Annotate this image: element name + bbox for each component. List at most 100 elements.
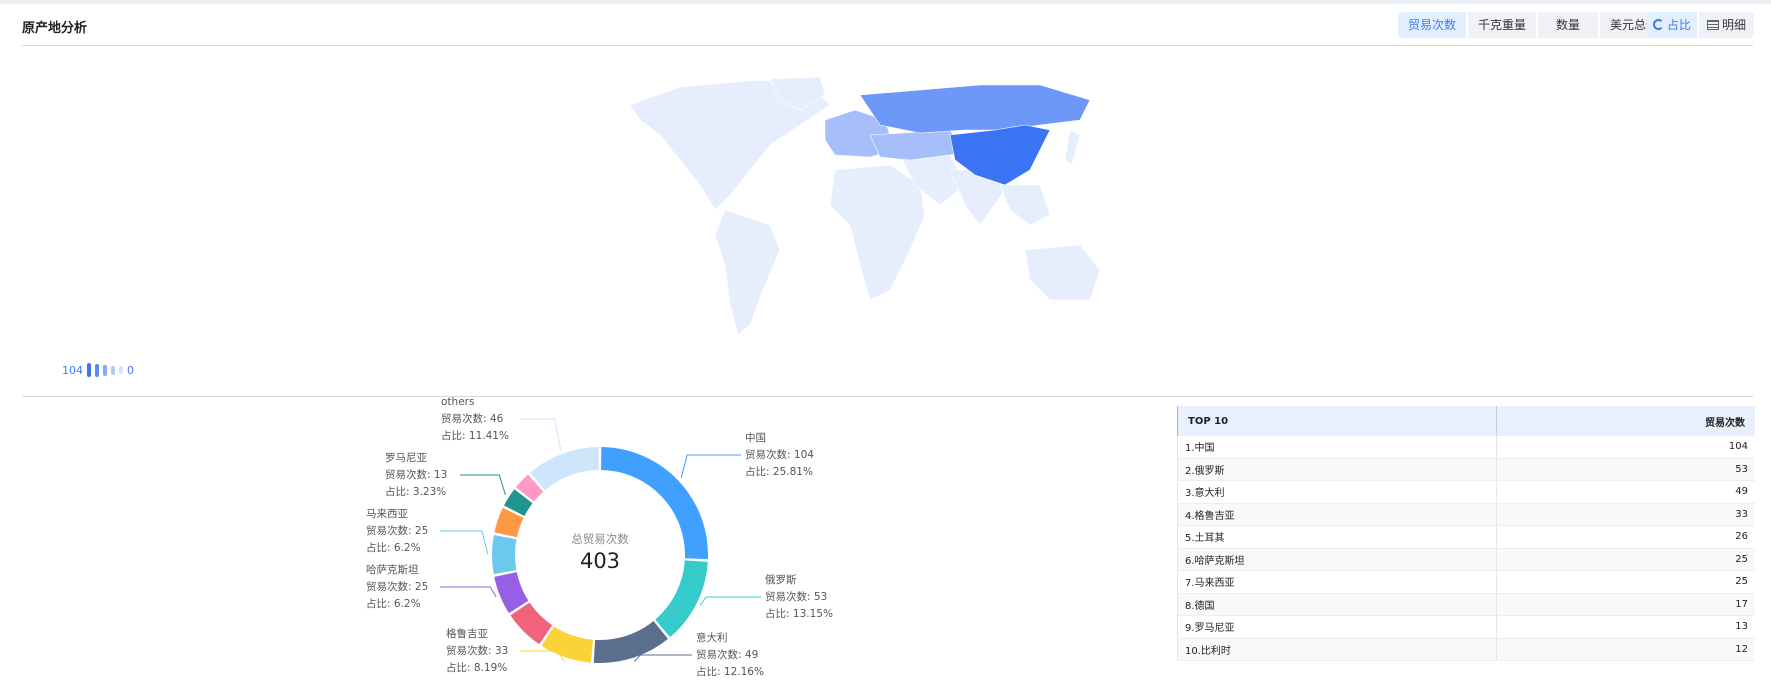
donut-slice[interactable] <box>601 447 708 560</box>
legend-bar <box>111 365 115 375</box>
slice-name: 哈萨克斯坦 <box>366 564 419 576</box>
tab-trade-count[interactable]: 贸易次数 <box>1398 12 1467 38</box>
donut-slice[interactable] <box>655 560 708 638</box>
slice-label: 罗马尼亚 贸易次数: 13 占比: 3.23% <box>385 450 447 501</box>
cell-trade-count: 104 <box>1495 436 1755 459</box>
table-row[interactable]: 3.意大利 49 <box>1177 480 1755 504</box>
slice-value: 贸易次数: 13 <box>385 469 448 481</box>
tab-detail-label: 明细 <box>1722 18 1747 32</box>
table-row[interactable]: 6.哈萨克斯坦 25 <box>1177 548 1755 571</box>
donut-slice[interactable] <box>530 447 599 491</box>
top-strip <box>0 0 1771 4</box>
donut-slice[interactable] <box>492 534 517 575</box>
cell-country: 8.德国 <box>1177 593 1497 616</box>
map-southeast-asia <box>999 184 1051 226</box>
label-leader-line <box>460 474 506 496</box>
cell-country: 9.罗马尼亚 <box>1177 615 1497 639</box>
cell-country: 5.土耳其 <box>1177 525 1497 549</box>
col-header-trade-count[interactable]: 贸易次数 <box>1495 406 1755 436</box>
map-china <box>949 124 1051 186</box>
slice-share: 占比: 11.41% <box>441 430 509 442</box>
table-icon <box>1707 20 1720 30</box>
slice-name: 俄罗斯 <box>765 574 797 586</box>
cell-trade-count: 33 <box>1495 503 1755 526</box>
donut-slice[interactable] <box>593 621 669 663</box>
table-row[interactable]: 2.俄罗斯 53 <box>1177 458 1755 481</box>
donut-slice[interactable] <box>494 507 524 538</box>
cell-country: 10.比利时 <box>1177 638 1497 661</box>
tab-detail[interactable]: 明细 <box>1699 12 1755 38</box>
col-header-top10[interactable]: TOP 10 <box>1177 406 1497 436</box>
label-leader-line <box>520 418 562 451</box>
tab-quantity[interactable]: 数量 <box>1538 12 1599 38</box>
donut-slice[interactable] <box>504 489 533 517</box>
top10-table: TOP 10 贸易次数 1.中国 104 2.俄罗斯 53 3.意大利 49 4.格鲁吉亚 3… <box>1177 406 1755 661</box>
slice-share: 占比: 6.2% <box>366 542 421 554</box>
slice-value: 贸易次数: 49 <box>696 649 759 661</box>
donut-slice[interactable] <box>494 572 529 614</box>
donut-slice[interactable] <box>541 626 593 663</box>
donut-slice[interactable] <box>515 474 544 502</box>
table-row[interactable]: 4.格鲁吉亚 33 <box>1177 503 1755 526</box>
donut-center-value: 403 <box>579 549 621 573</box>
map-australia <box>1024 244 1101 301</box>
donut-slice[interactable] <box>510 602 553 645</box>
table-row[interactable]: 8.德国 17 <box>1177 593 1755 616</box>
slice-label: 意大利 贸易次数: 49 占比: 12.16% <box>696 630 764 681</box>
cell-trade-count: 17 <box>1495 593 1755 616</box>
table-row[interactable]: 9.罗马尼亚 13 <box>1177 615 1755 639</box>
map-africa <box>829 164 926 301</box>
cell-country: 6.哈萨克斯坦 <box>1177 548 1497 571</box>
slice-name: 意大利 <box>696 632 728 644</box>
map-south-america <box>714 209 781 336</box>
legend-bar <box>87 363 91 377</box>
slice-label: 哈萨克斯坦 贸易次数: 25 占比: 6.2% <box>366 562 428 613</box>
label-leader-line <box>520 650 565 662</box>
slice-value: 贸易次数: 46 <box>441 413 504 425</box>
table-row[interactable]: 1.中国 104 <box>1177 436 1755 459</box>
cell-country: 1.中国 <box>1177 436 1497 459</box>
tab-share[interactable]: 占比 <box>1647 12 1698 38</box>
map-greenland <box>769 76 826 111</box>
slice-label: 俄罗斯 贸易次数: 53 占比: 13.15% <box>765 572 833 623</box>
legend-max: 104 <box>62 363 83 377</box>
cell-trade-count: 13 <box>1495 615 1755 639</box>
slice-share: 占比: 8.19% <box>446 662 508 674</box>
map-visual-legend[interactable]: 104 0 <box>62 363 134 377</box>
cell-trade-count: 49 <box>1495 480 1755 504</box>
legend-min: 0 <box>127 363 134 377</box>
slice-name: 格鲁吉亚 <box>446 628 488 640</box>
donut-center-title: 总贸易次数 <box>571 532 629 546</box>
tab-kg-weight[interactable]: 千克重量 <box>1468 12 1537 38</box>
slice-value: 贸易次数: 104 <box>745 449 814 461</box>
cell-country: 2.俄罗斯 <box>1177 458 1497 481</box>
cell-trade-count: 25 <box>1495 570 1755 594</box>
map-japan <box>1064 129 1081 166</box>
table-row[interactable]: 7.马来西亚 25 <box>1177 570 1755 594</box>
divider <box>22 396 1753 397</box>
label-leader-line <box>440 530 489 555</box>
slice-name: 马来西亚 <box>366 508 408 520</box>
slice-share: 占比: 12.16% <box>696 666 764 678</box>
slice-share: 占比: 25.81% <box>745 466 813 478</box>
slice-value: 贸易次数: 25 <box>366 525 429 537</box>
world-map[interactable] <box>620 75 1160 345</box>
view-tabs: 占比 明细 <box>1647 12 1755 38</box>
table-row[interactable]: 5.土耳其 26 <box>1177 525 1755 549</box>
label-leader-line <box>699 596 761 606</box>
slice-name: others <box>441 396 475 408</box>
legend-bar <box>95 363 99 377</box>
cell-trade-count: 26 <box>1495 525 1755 549</box>
divider <box>22 45 1753 46</box>
slice-value: 贸易次数: 53 <box>765 591 828 603</box>
table-row[interactable]: 10.比利时 12 <box>1177 638 1755 661</box>
cell-country: 3.意大利 <box>1177 480 1497 504</box>
cell-trade-count: 53 <box>1495 458 1755 481</box>
cell-country: 4.格鲁吉亚 <box>1177 503 1497 526</box>
label-leader-line <box>633 654 692 662</box>
label-leader-line <box>440 586 497 598</box>
slice-label: others 贸易次数: 46 占比: 11.41% <box>441 394 509 445</box>
slice-value: 贸易次数: 25 <box>366 581 429 593</box>
page-title: 原产地分析 <box>22 21 88 36</box>
